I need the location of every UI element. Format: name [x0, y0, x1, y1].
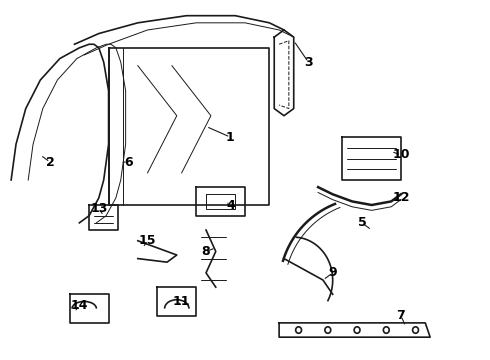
- Text: 15: 15: [139, 234, 156, 247]
- Text: 10: 10: [392, 148, 410, 162]
- Text: 8: 8: [202, 245, 210, 258]
- Text: 9: 9: [328, 266, 337, 279]
- Text: 11: 11: [173, 295, 191, 308]
- Text: 7: 7: [396, 309, 405, 322]
- Text: 5: 5: [358, 216, 367, 229]
- Text: 12: 12: [392, 192, 410, 204]
- Text: 13: 13: [90, 202, 107, 215]
- Text: 3: 3: [304, 55, 313, 69]
- Text: 2: 2: [46, 156, 54, 168]
- Text: 14: 14: [71, 298, 88, 311]
- Text: 6: 6: [124, 156, 132, 168]
- Text: 1: 1: [226, 131, 235, 144]
- Text: 4: 4: [226, 198, 235, 212]
